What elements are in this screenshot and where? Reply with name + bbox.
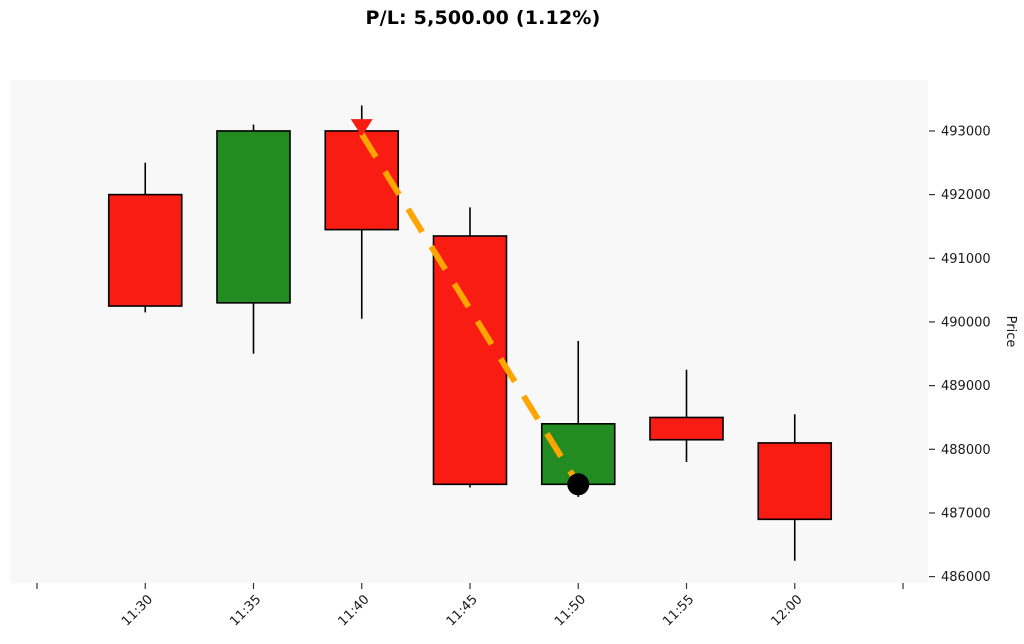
y-tick-label: 493000 — [941, 124, 991, 139]
y-tick-label: 490000 — [941, 315, 991, 330]
x-tick-label: 11:35 — [227, 592, 264, 629]
x-tick-label: 11:40 — [335, 592, 372, 629]
y-tick-label: 488000 — [941, 443, 991, 458]
y-tick-label: 492000 — [941, 188, 991, 203]
sell-marker-icon — [350, 119, 373, 137]
trade-line — [359, 132, 581, 486]
x-tick-label: 12:00 — [768, 592, 805, 629]
x-tick-label: 11:30 — [119, 592, 156, 629]
x-tick-label: 11:55 — [660, 592, 697, 629]
candle-body-11:40 — [324, 130, 400, 231]
y-tick-label: 487000 — [941, 506, 991, 521]
x-tick-label: 11:45 — [444, 592, 481, 629]
y-tick-label: 491000 — [941, 252, 991, 267]
y-tick-label: 489000 — [941, 379, 991, 394]
candle-body-12:00 — [757, 442, 833, 521]
candle-body-11:55 — [649, 416, 724, 441]
y-tick-label: 486000 — [941, 570, 991, 585]
candle-body-11:45 — [432, 235, 508, 486]
chart-title: P/L: 5,500.00 (1.12%) — [365, 7, 601, 29]
candle-body-11:30 — [107, 193, 183, 307]
candle-body-11:35 — [216, 130, 291, 304]
x-tick-label: 11:50 — [552, 592, 589, 629]
buy-marker-icon — [567, 473, 590, 496]
y-axis-title: Price — [1003, 316, 1018, 348]
